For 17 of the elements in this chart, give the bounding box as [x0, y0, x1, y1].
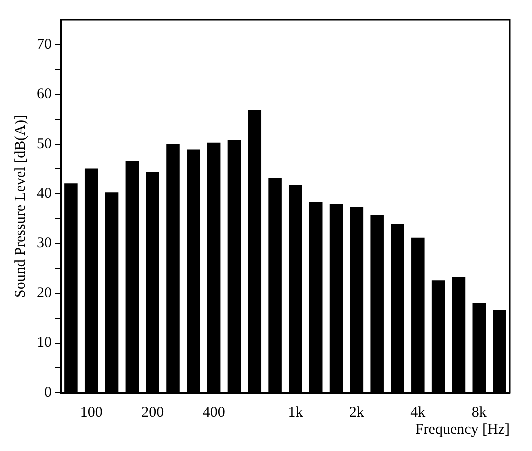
- y-axis-title: Sound Pressure Level [dB(A)]: [12, 115, 29, 298]
- x-tick-label: 4k: [410, 404, 426, 421]
- x-axis-title: Frequency [Hz]: [415, 422, 510, 438]
- x-tick-label: 1k: [288, 404, 304, 421]
- y-tick-label: 10: [37, 335, 52, 352]
- y-tick-label: 60: [37, 86, 52, 103]
- y-tick-label: 70: [37, 36, 52, 53]
- x-tick-label: 100: [80, 404, 103, 421]
- y-tick-label: 40: [37, 186, 52, 202]
- y-tick-label: 30: [37, 236, 52, 252]
- y-tick-label: 20: [37, 285, 52, 302]
- x-tick-label: 400: [202, 404, 226, 421]
- y-tick-label: 0: [44, 384, 52, 401]
- x-tick-label: 200: [142, 404, 164, 421]
- y-tick-label: 50: [37, 136, 52, 152]
- x-tick-label: 8k: [472, 404, 488, 421]
- x-tick-label: 2k: [349, 404, 365, 421]
